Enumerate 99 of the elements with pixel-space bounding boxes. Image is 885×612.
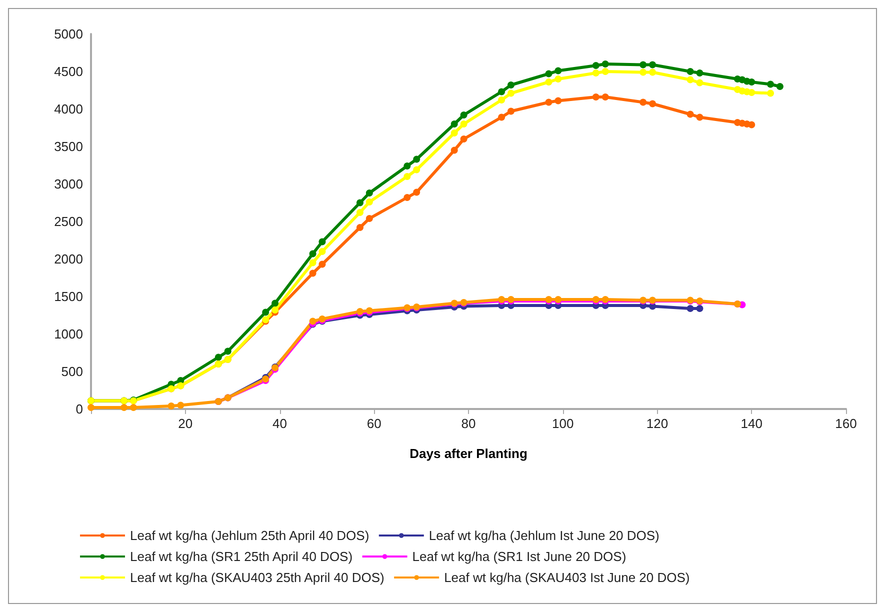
y-tick-label: 3000 <box>54 176 83 192</box>
point <box>272 306 279 314</box>
point <box>356 209 364 216</box>
point <box>498 114 506 121</box>
point <box>602 94 609 100</box>
point <box>554 67 562 74</box>
point <box>767 80 774 88</box>
legend-label: Leaf wt kg/ha (SKAU403 25th April 40 DOS) <box>130 570 384 585</box>
point <box>413 156 420 163</box>
y-tick-label: 1000 <box>54 326 83 342</box>
point <box>554 97 562 104</box>
x-tick-label: 80 <box>461 416 476 431</box>
point <box>498 96 506 104</box>
point <box>686 76 694 84</box>
point <box>460 136 468 142</box>
y-tick-label: 4500 <box>54 64 83 79</box>
point <box>748 78 756 86</box>
point <box>686 305 694 312</box>
point <box>592 94 600 100</box>
point <box>224 348 232 355</box>
y-tick-label: 4000 <box>54 102 83 116</box>
point <box>460 120 468 128</box>
point <box>460 112 468 118</box>
point <box>214 354 222 361</box>
point <box>507 82 514 88</box>
point <box>696 79 704 86</box>
point <box>507 108 514 115</box>
point <box>168 402 175 410</box>
point <box>356 199 364 206</box>
point <box>507 90 514 97</box>
legend-label: Leaf wt kg/ha (SR1 Ist June 20 DOS) <box>412 549 626 564</box>
point <box>366 215 373 222</box>
point <box>366 190 373 196</box>
point <box>602 68 609 75</box>
x-tick-label: 120 <box>646 416 668 431</box>
point <box>686 110 694 118</box>
y-tick-label: 2500 <box>54 214 83 229</box>
point <box>309 318 316 325</box>
point <box>640 61 647 68</box>
point <box>649 61 656 68</box>
legend-label: Leaf wt kg/ha (SR1 25th April 40 DOS) <box>130 549 353 564</box>
point <box>413 166 420 174</box>
legend-label: Leaf wt kg/ha (Jehlum Ist June 20 DOS) <box>428 528 660 543</box>
point <box>640 98 647 106</box>
point <box>413 188 420 196</box>
point <box>696 114 704 121</box>
point <box>554 76 562 82</box>
point <box>498 88 506 96</box>
legend-label: Leaf wt kg/ha (Jehlum 25th April 40 DOS) <box>130 528 370 543</box>
point <box>404 173 411 180</box>
point <box>592 62 600 69</box>
point <box>404 194 411 201</box>
point <box>649 68 656 76</box>
point <box>545 70 552 78</box>
x-tick-label: 40 <box>272 416 287 431</box>
point <box>696 70 704 76</box>
point <box>404 162 411 170</box>
y-tick-label: 1500 <box>54 289 83 304</box>
point <box>545 78 552 86</box>
point <box>309 250 316 258</box>
y-tick-label: 2000 <box>54 252 83 266</box>
x-axis-title: Days after Planting <box>410 446 528 461</box>
point <box>450 146 458 154</box>
y-tick-label: 0 <box>76 402 83 416</box>
y-tick-label: 5000 <box>54 26 83 42</box>
point <box>318 238 326 246</box>
point <box>696 305 704 312</box>
point <box>748 121 756 128</box>
point <box>686 68 694 75</box>
point <box>88 404 94 411</box>
point <box>309 270 316 277</box>
point <box>262 308 270 316</box>
point <box>450 130 458 136</box>
point <box>318 260 326 268</box>
y-tick-label: 3500 <box>54 139 83 154</box>
point <box>177 402 184 409</box>
y-tick-label: 500 <box>61 364 83 379</box>
point <box>748 89 756 96</box>
point <box>356 224 364 231</box>
point <box>545 98 552 106</box>
point <box>776 83 784 90</box>
x-tick-label: 100 <box>552 416 574 431</box>
point <box>450 120 458 128</box>
point <box>640 68 647 76</box>
point <box>649 100 656 108</box>
point <box>318 248 326 255</box>
point <box>592 70 600 76</box>
x-tick-label: 60 <box>366 416 382 431</box>
point <box>767 90 774 97</box>
x-tick-label: 160 <box>835 416 857 431</box>
point <box>272 300 279 307</box>
x-tick-label: 140 <box>740 416 762 431</box>
point <box>130 404 137 411</box>
point <box>309 259 316 266</box>
x-tick-label: 20 <box>178 416 193 431</box>
point <box>366 198 373 206</box>
point <box>602 60 609 68</box>
legend-label: Leaf wt kg/ha (SKAU403 Ist June 20 DOS) <box>444 570 690 585</box>
point <box>120 404 128 411</box>
